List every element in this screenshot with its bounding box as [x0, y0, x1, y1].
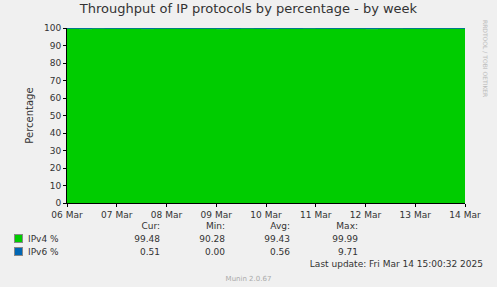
html-text:0.51: 0.51	[140, 247, 160, 257]
html-text:90.28: 90.28	[199, 234, 225, 244]
svg-text:Throughput of IP protocols by: Throughput of IP protocols by percentage…	[79, 1, 418, 16]
svg-text:06 Mar: 06 Mar	[51, 210, 83, 220]
svg-text:10 Mar: 10 Mar	[250, 210, 282, 220]
html-text:Last update: Fri Mar 14 15:00:: Last update: Fri Mar 14 15:00:32 2025	[309, 259, 483, 269]
html-text:IPv6 %: IPv6 %	[28, 247, 59, 257]
html-text:Cur:: Cur:	[141, 221, 160, 231]
svg-text:90: 90	[50, 41, 62, 51]
svg-text:60: 60	[50, 93, 62, 103]
svg-text:40: 40	[50, 128, 62, 138]
svg-text:70: 70	[50, 76, 62, 86]
svg-text:50: 50	[50, 111, 62, 121]
html-text:Min:: Min:	[206, 221, 225, 231]
svg-text:08 Mar: 08 Mar	[151, 210, 183, 220]
html-text:99.48: 99.48	[134, 234, 160, 244]
svg-text:07 Mar: 07 Mar	[101, 210, 133, 220]
html-text:0.56: 0.56	[270, 247, 290, 257]
svg-text:0: 0	[55, 198, 61, 208]
html-text:99.43: 99.43	[264, 234, 290, 244]
html-text:0.00: 0.00	[205, 247, 225, 257]
html-text:Avg:: Avg:	[270, 221, 290, 231]
svg-text:Percentage: Percentage	[24, 87, 35, 143]
html-text:Max:: Max:	[336, 221, 358, 231]
svg-text:12 Mar: 12 Mar	[350, 210, 382, 220]
html-text:99.99: 99.99	[332, 234, 358, 244]
svg-text:10: 10	[50, 181, 62, 191]
svg-text:11 Mar: 11 Mar	[300, 210, 332, 220]
svg-text:80: 80	[50, 58, 62, 68]
html-text:IPv4 %: IPv4 %	[28, 234, 59, 244]
svg-text:20: 20	[50, 163, 62, 173]
svg-text:09 Mar: 09 Mar	[201, 210, 233, 220]
svg-text:30: 30	[50, 146, 62, 156]
svg-text:13 Mar: 13 Mar	[400, 210, 432, 220]
html-text:RRDTOOL / TOBI OETIKER: RRDTOOL / TOBI OETIKER	[482, 20, 489, 98]
svg-text:100: 100	[44, 23, 61, 33]
html-text:9.71: 9.71	[338, 247, 358, 257]
html-text:Munin 2.0.67: Munin 2.0.67	[225, 275, 272, 283]
svg-text:14 Mar: 14 Mar	[449, 210, 481, 220]
